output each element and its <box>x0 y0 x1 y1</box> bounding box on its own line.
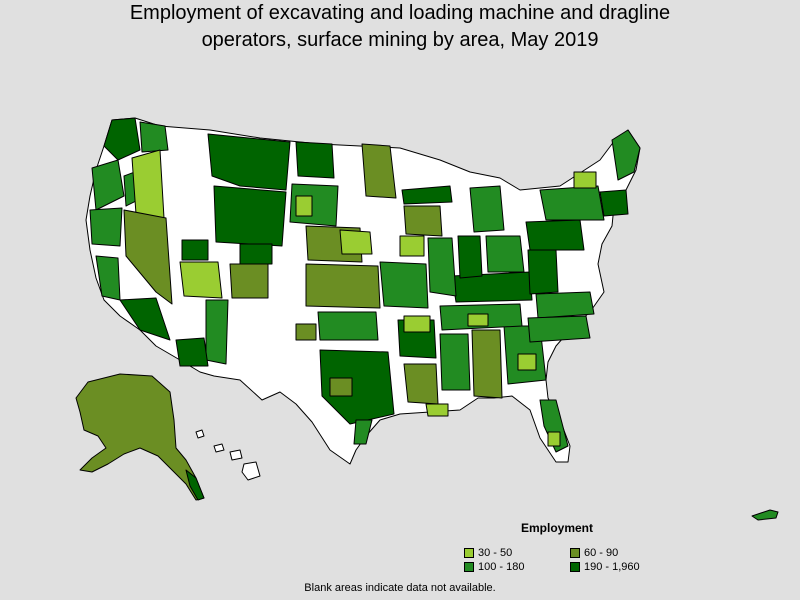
alaska <box>75 373 205 501</box>
area-nevada <box>123 209 173 305</box>
legend-label: 100 - 180 <box>478 561 525 573</box>
area-colorado-west <box>229 263 269 299</box>
hawaii-island-4 <box>241 461 261 481</box>
area-michigan-upper <box>401 185 453 205</box>
area-colorado-central <box>239 243 273 265</box>
legend-title: Employment <box>521 521 594 535</box>
area-west-virginia <box>527 249 559 295</box>
legend-item-100-180: 100 - 180 <box>464 561 524 573</box>
legend: Employment 30 - 50 60 - 90 100 - 180 190… <box>463 519 723 579</box>
area-minnesota <box>361 143 397 199</box>
area-illinois <box>427 237 457 297</box>
footnote: Blank areas indicate data not available. <box>304 582 496 594</box>
puerto-rico <box>751 509 779 521</box>
legend-swatch <box>570 562 580 572</box>
area-mo-spot <box>403 315 431 333</box>
area-ok-spot <box>295 323 317 341</box>
area-montana <box>207 133 291 191</box>
area-oregon-coast <box>91 159 125 211</box>
legend-swatch <box>464 548 474 558</box>
legend-swatch <box>464 562 474 572</box>
area-ga-spot <box>517 353 537 371</box>
area-california-central <box>95 255 121 301</box>
map-title: Employment of excavating and loading mac… <box>0 0 800 54</box>
area-fl-spot <box>547 431 561 447</box>
area-wa-east <box>139 121 169 153</box>
legend-label: 30 - 50 <box>478 547 513 559</box>
area-alabama <box>471 329 503 399</box>
area-sd-spot <box>295 195 313 217</box>
area-texas-central <box>329 377 353 397</box>
area-ohio <box>485 235 525 273</box>
area-tn-spot <box>467 313 489 327</box>
hawaii-island-1 <box>195 429 205 439</box>
area-virginia <box>535 291 595 319</box>
area-wi-spot <box>399 235 425 257</box>
area-wa-west <box>103 117 141 161</box>
area-idaho <box>131 149 165 219</box>
area-utah <box>179 261 223 299</box>
legend-label: 190 - 1,960 <box>584 561 640 573</box>
area-maine <box>611 129 641 181</box>
legend-item-190-1960: 190 - 1,960 <box>570 561 640 573</box>
area-ny-spot <box>573 171 597 189</box>
area-north-carolina <box>527 315 591 343</box>
legend-label: 60 - 90 <box>584 547 619 559</box>
map-title-line-1: Employment of excavating and loading mac… <box>129 2 671 24</box>
area-wisconsin <box>403 205 443 237</box>
area-iowa <box>339 229 373 255</box>
area-la-south <box>425 403 449 417</box>
area-texas-east <box>319 349 395 425</box>
area-oklahoma <box>317 311 379 341</box>
legend-item-60-90: 60 - 90 <box>570 547 618 559</box>
area-mississippi <box>439 333 471 391</box>
hawaii-island-2 <box>213 443 225 453</box>
area-florida <box>539 399 569 453</box>
hawaii-island-3 <box>229 449 243 461</box>
area-california-south <box>119 297 171 341</box>
area-michigan-lower <box>469 185 505 233</box>
area-new-england <box>599 189 629 217</box>
area-utah-north <box>181 239 209 261</box>
area-pennsylvania <box>525 219 585 251</box>
area-new-york <box>539 185 605 221</box>
area-california-north <box>89 207 123 247</box>
area-missouri <box>379 261 429 309</box>
alaska-panhandle <box>185 469 205 501</box>
area-texas-gulf <box>353 419 373 445</box>
legend-item-30-50: 30 - 50 <box>464 547 512 559</box>
area-louisiana <box>403 363 439 405</box>
map-title-line-2: operators, surface mining by area, May 2… <box>201 29 599 51</box>
area-indiana <box>457 235 483 279</box>
area-arizona-north <box>205 299 229 365</box>
legend-swatch <box>570 548 580 558</box>
area-arizona-south <box>175 337 209 367</box>
area-kansas <box>305 263 381 309</box>
area-wyoming <box>213 185 287 247</box>
area-north-dakota <box>295 141 335 179</box>
